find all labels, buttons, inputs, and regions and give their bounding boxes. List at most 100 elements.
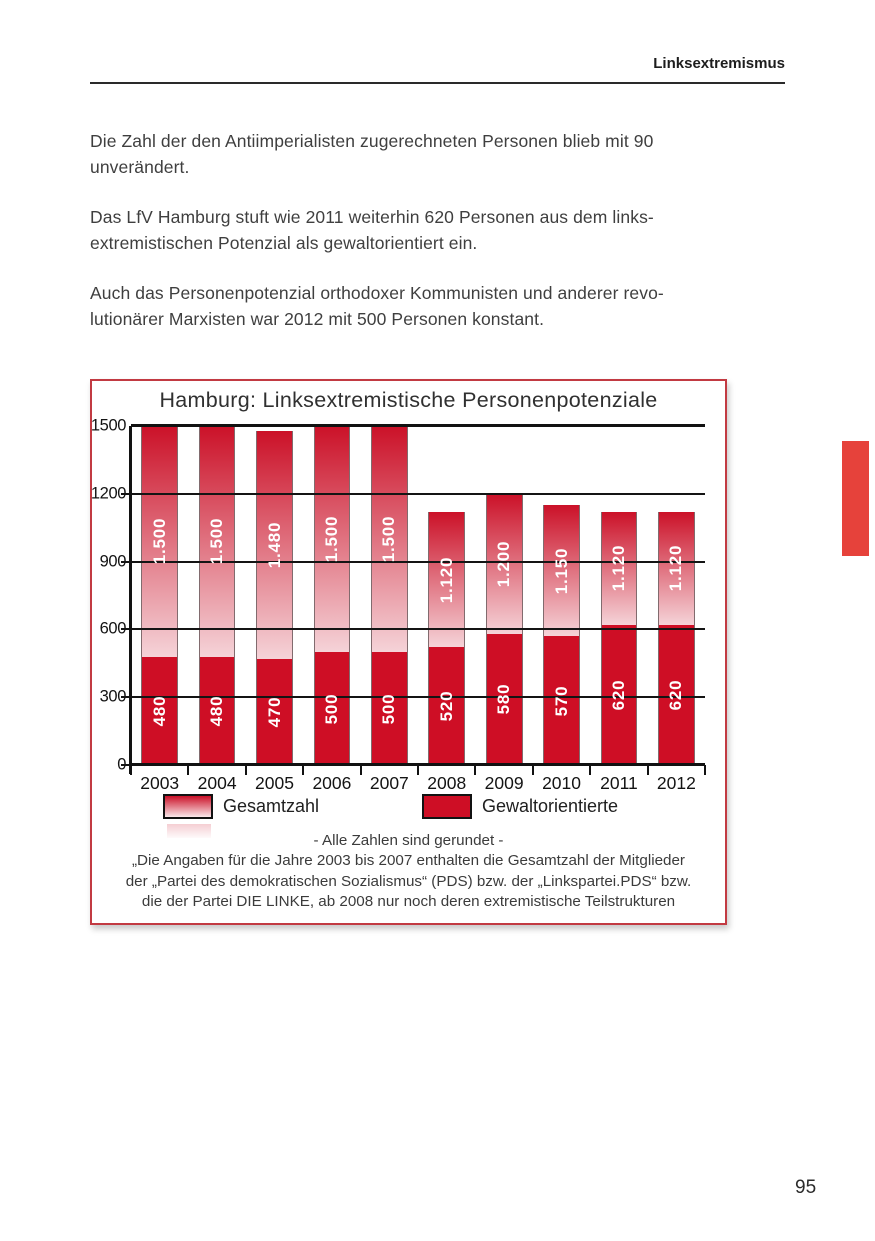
chart-plot-area: 1.500 480 1.500 480 1.480 470 1.500 500 1.500 500… (91, 417, 706, 775)
value-label-gewaltorientierte-2004: 480 (207, 695, 227, 727)
chart-footnote-line-2: „Die Angaben für die Jahre 2003 bis 2007… (131, 852, 685, 870)
bar-2012: 1.120 620 (657, 511, 695, 765)
gridline-900 (131, 560, 705, 563)
y-axis-label-1500: 1500 (90, 416, 127, 435)
bar-2006: 1.500 500 (313, 426, 351, 765)
y-tick-300 (121, 696, 129, 699)
chart-footnotes: - Alle Zahlen sind gerundet - „Die Angabe… (98, 831, 719, 913)
value-label-gewaltorientierte-2011: 620 (608, 679, 628, 711)
value-label-gewaltorientierte-2007: 500 (379, 693, 399, 724)
bar-2008: 1.120 520 (428, 511, 466, 765)
value-label-gesamtzahl-2011: 1.120 (608, 545, 628, 592)
segment-gesamtzahl-2006: 1.500 (314, 426, 350, 652)
x-tick-4 (359, 765, 362, 775)
bar-series-container: 1.500 480 1.500 480 1.480 470 1.500 500 1.500 500… (131, 426, 705, 765)
segment-gewaltorientierte-2004: 480 (199, 656, 235, 765)
value-label-gesamtzahl-2004: 1.500 (207, 517, 227, 565)
x-axis-label-2008: 2008 (427, 773, 467, 793)
value-label-gewaltorientierte-2006: 500 (321, 693, 341, 724)
value-label-gesamtzahl-2003: 1.500 (149, 517, 169, 565)
bar-2009: 1.200 580 (485, 493, 523, 765)
y-axis-label-300: 300 (99, 687, 127, 706)
y-axis-label-600: 600 (99, 619, 127, 638)
value-label-gesamtzahl-2006: 1.500 (321, 515, 341, 563)
legend-swatch-gesamtzahl (163, 794, 213, 819)
page-number: 95 (795, 1177, 817, 1198)
value-label-gewaltorientierte-2010: 570 (551, 685, 571, 716)
y-tick-900 (121, 560, 129, 563)
section-header: Linksextremismus (653, 55, 785, 72)
gridline-600 (131, 628, 705, 631)
paragraph-gewaltorientiert: Das LfV Hamburg stuft wie 2011 weiterhin… (90, 207, 654, 253)
bar-group-2004: 1.500 480 (188, 426, 245, 765)
value-label-gewaltorientierte-2005: 470 (264, 696, 284, 728)
paragraph-kommunisten: Auch das Personenpotenzial orthodoxer Ko… (90, 283, 664, 329)
x-tick-7 (531, 765, 534, 775)
value-label-gesamtzahl-2010: 1.150 (551, 547, 571, 594)
bar-2011: 1.120 620 (600, 511, 638, 765)
segment-gesamtzahl-2012: 1.120 (658, 511, 694, 625)
chart-footnote-line-1: - Alle Zahlen sind gerundet - (313, 832, 504, 849)
chart-footnote-line-4: die der Partei DIE LINKE, ab 2008 nur no… (141, 893, 676, 911)
header-rule (90, 82, 785, 84)
legend-label-gesamtzahl: Gesamtzahl (223, 796, 320, 816)
chart-frame: Hamburg: Linksextremistische Personenpot… (90, 379, 727, 925)
bar-group-2009: 1.200 580 (475, 426, 532, 765)
chart-title: Hamburg: Linksextremistische Personenpot… (159, 388, 658, 412)
chapter-edge-tab (842, 441, 869, 556)
y-axis-label-1200: 1200 (90, 484, 127, 503)
x-tick-9 (646, 765, 649, 775)
y-tick-600 (121, 628, 129, 631)
x-axis-label-2007: 2007 (369, 773, 409, 793)
value-label-gesamtzahl-2007: 1.500 (379, 515, 399, 563)
y-tick-1200 (121, 492, 129, 495)
value-label-gewaltorientierte-2003: 480 (149, 695, 169, 727)
paragraph-antiimperialisten: Die Zahl der den Antiimperialisten zuger… (90, 131, 654, 177)
y-axis-label-900: 900 (99, 552, 127, 571)
bar-group-2006: 1.500 500 (303, 426, 360, 765)
segment-gewaltorientierte-2009: 580 (486, 633, 522, 765)
bar-group-2010: 1.150 570 (533, 426, 590, 765)
chart-footnote-line-3: der „Partei des demokratischen Sozialism… (125, 872, 692, 890)
value-label-gewaltorientierte-2008: 520 (436, 690, 456, 722)
bar-2004: 1.500 480 (198, 426, 236, 765)
bar-2003: 1.500 480 (141, 426, 179, 765)
x-axis-label-2009: 2009 (484, 773, 524, 793)
x-axis-line (131, 763, 705, 766)
legend-label-gewaltorientierte: Gewaltorientierte (482, 796, 619, 816)
legend-print-artifact (167, 824, 211, 838)
value-label-gesamtzahl-2005: 1.480 (264, 521, 284, 568)
segment-gewaltorientierte-2003: 480 (142, 656, 178, 765)
segment-gesamtzahl-2007: 1.500 (371, 426, 407, 652)
bar-2007: 1.500 500 (370, 426, 408, 765)
x-axis-label-2005: 2005 (255, 773, 294, 793)
segment-gewaltorientierte-2005: 470 (257, 658, 292, 765)
x-tick-5 (417, 765, 419, 775)
x-axis-label-2012: 2012 (656, 773, 696, 793)
bar-group-2005: 1.480 470 (246, 426, 303, 765)
segment-gesamtzahl-2004: 1.500 (199, 426, 235, 657)
segment-gesamtzahl-2010: 1.150 (544, 505, 579, 637)
segment-gewaltorientierte-2006: 500 (314, 652, 350, 765)
gridline-300 (131, 696, 705, 699)
value-label-gesamtzahl-2012: 1.120 (666, 545, 686, 592)
bar-group-2011: 1.120 620 (590, 426, 647, 765)
x-tick-6 (474, 765, 477, 775)
bar-group-2012: 1.120 620 (648, 426, 705, 765)
value-label-gesamtzahl-2009: 1.200 (494, 540, 514, 588)
x-tick-10 (704, 765, 706, 775)
bar-2010: 1.150 570 (543, 505, 580, 765)
x-tick-3 (302, 765, 305, 775)
x-tick-8 (589, 765, 592, 775)
body-text: Die Zahl der den Antiimperialisten zuger… (90, 129, 738, 357)
segment-gesamtzahl-2009: 1.200 (486, 493, 522, 634)
bar-group-2003: 1.500 480 (131, 426, 188, 765)
segment-gesamtzahl-2003: 1.500 (142, 426, 178, 657)
value-label-gewaltorientierte-2009: 580 (494, 684, 514, 715)
x-axis-label-2010: 2010 (542, 773, 582, 793)
bar-2005: 1.480 470 (256, 430, 293, 765)
x-tick-0 (130, 765, 132, 775)
gridline-1500 (131, 424, 705, 427)
legend-swatch-gewaltorientierte (422, 794, 472, 819)
